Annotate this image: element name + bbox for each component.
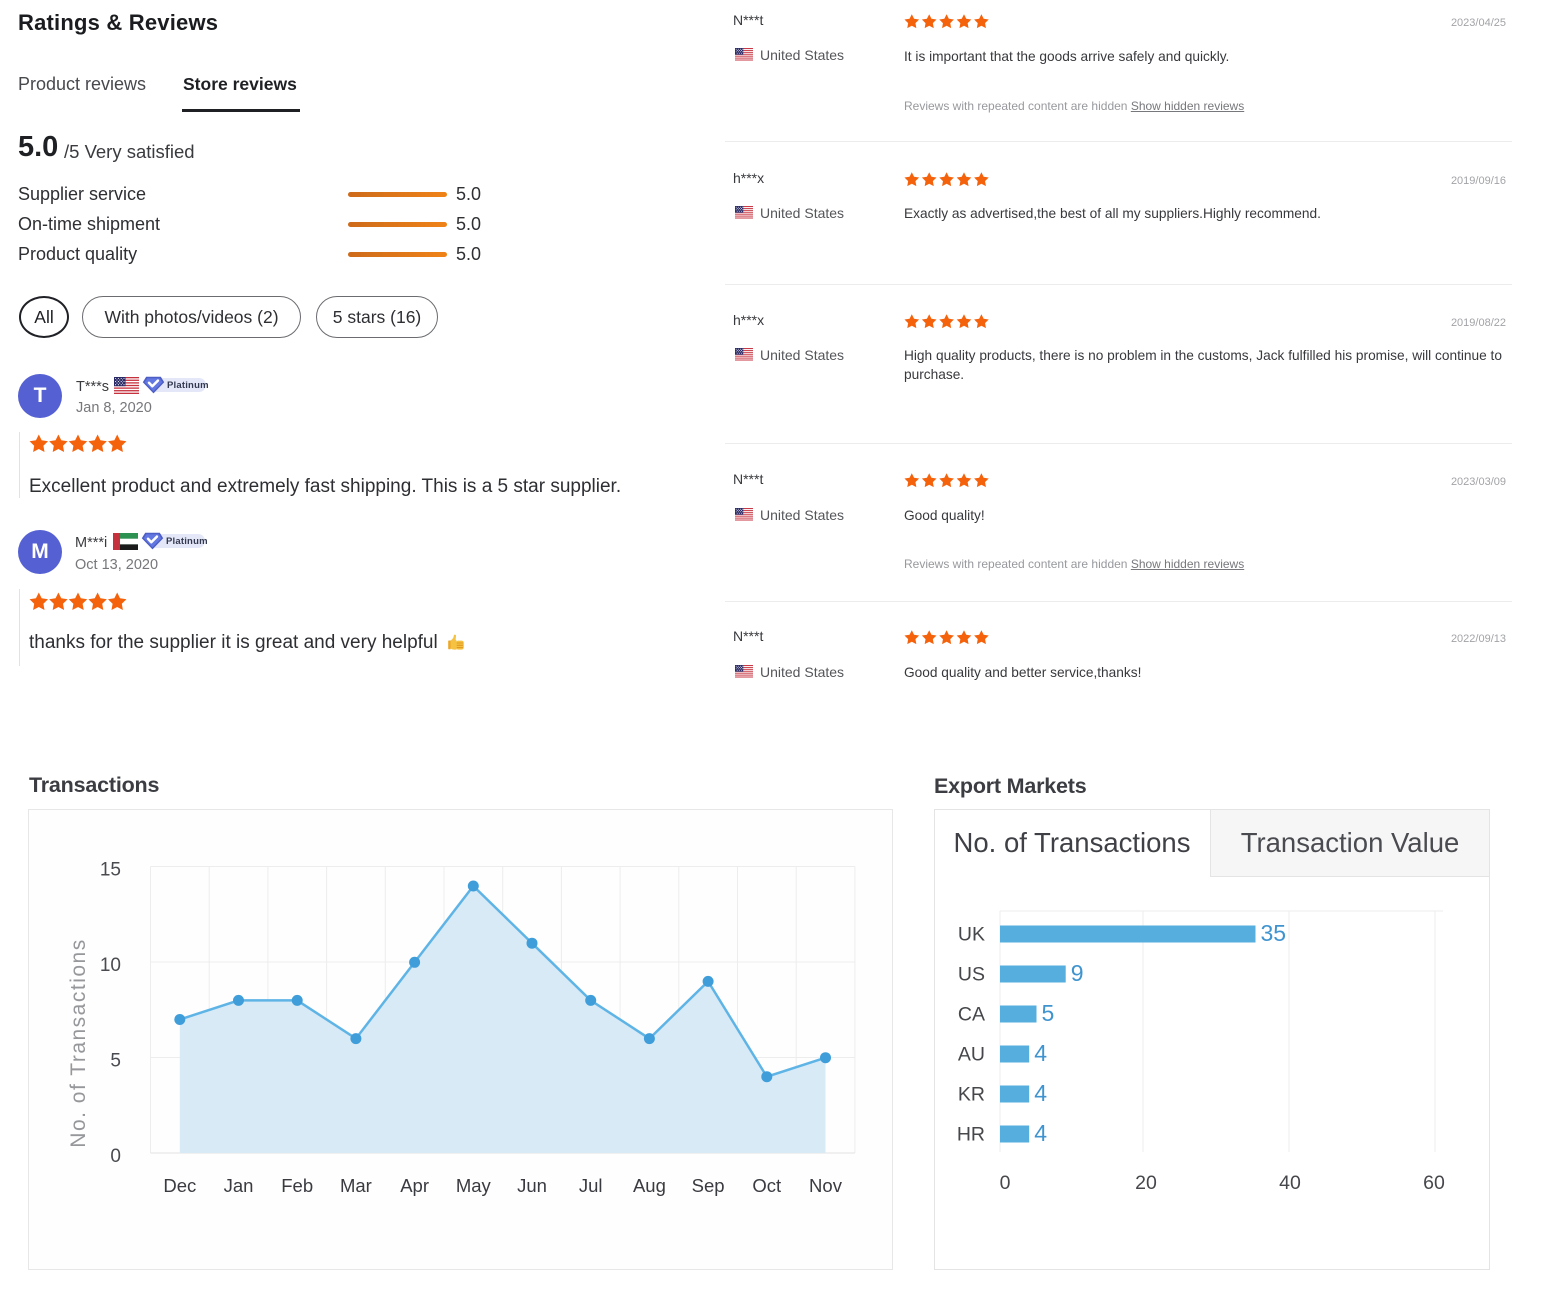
svg-text:US: US [958, 964, 985, 986]
svg-text:CA: CA [958, 1004, 985, 1026]
svg-text:AU: AU [958, 1044, 985, 1066]
svg-text:20: 20 [1135, 1172, 1157, 1194]
svg-text:4: 4 [1034, 1080, 1047, 1106]
svg-text:Mar: Mar [340, 1175, 372, 1196]
svg-text:May: May [456, 1175, 492, 1196]
svg-text:Sep: Sep [692, 1175, 725, 1196]
svg-text:5: 5 [110, 1051, 121, 1072]
svg-text:5: 5 [1042, 1000, 1055, 1026]
svg-text:0: 0 [110, 1146, 121, 1167]
svg-text:Jul: Jul [579, 1175, 603, 1196]
svg-text:60: 60 [1423, 1172, 1445, 1194]
svg-text:4: 4 [1034, 1040, 1047, 1066]
svg-text:35: 35 [1261, 920, 1287, 946]
svg-text:10: 10 [100, 955, 121, 976]
svg-text:40: 40 [1279, 1172, 1301, 1194]
svg-text:UK: UK [958, 924, 985, 946]
svg-text:Jun: Jun [517, 1175, 547, 1196]
svg-text:4: 4 [1034, 1120, 1047, 1146]
svg-text:9: 9 [1071, 960, 1084, 986]
svg-text:HR: HR [957, 1124, 985, 1146]
svg-text:15: 15 [100, 860, 121, 881]
svg-text:Aug: Aug [633, 1175, 666, 1196]
svg-text:Feb: Feb [281, 1175, 313, 1196]
svg-text:Jan: Jan [224, 1175, 254, 1196]
svg-text:No. of Transactions: No. of Transactions [67, 938, 90, 1147]
svg-text:Dec: Dec [163, 1175, 196, 1196]
svg-text:Apr: Apr [400, 1175, 429, 1196]
svg-text:Nov: Nov [809, 1175, 843, 1196]
svg-text:Oct: Oct [752, 1175, 781, 1196]
svg-text:KR: KR [958, 1084, 985, 1106]
svg-text:0: 0 [1000, 1172, 1011, 1194]
